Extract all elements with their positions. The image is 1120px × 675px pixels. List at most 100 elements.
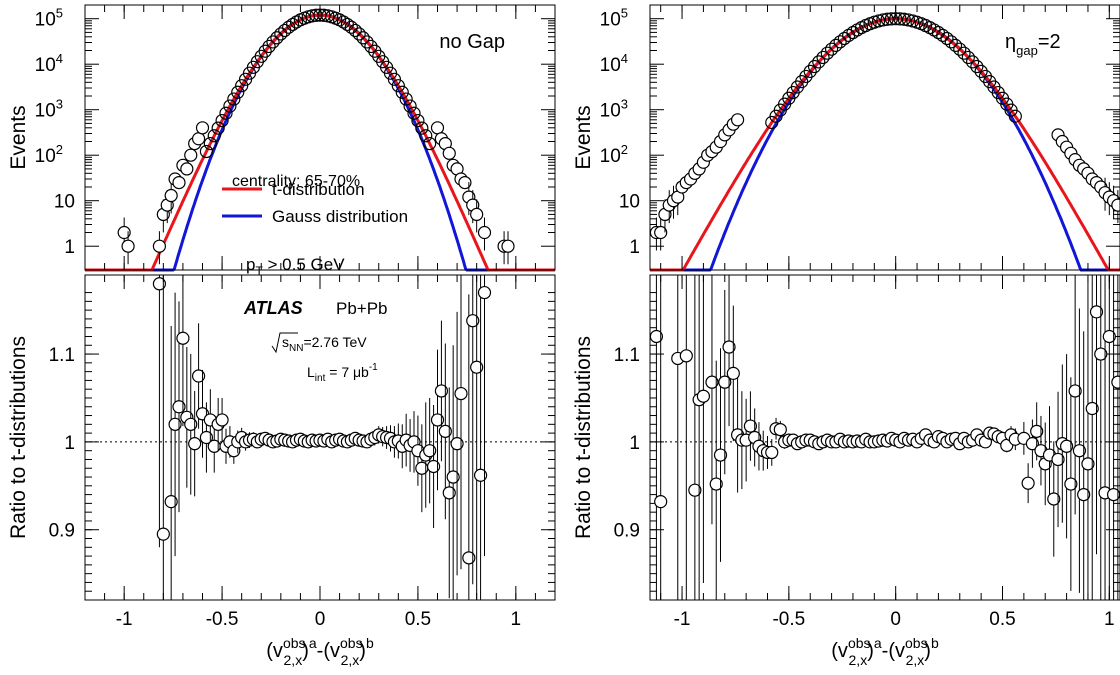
annotation-eta-gap: ηgap=2 [1005, 31, 1061, 58]
left-bottom-data-point [473, 468, 488, 482]
left-top-data-point [285, 17, 300, 32]
left-bottom-data-point [438, 424, 452, 438]
right-bottom-data-point [1085, 401, 1099, 416]
right-bottom-data-point [1025, 437, 1040, 451]
right-top-ytick-label: 102 [600, 142, 628, 167]
left-top-data-point [191, 132, 206, 146]
left-top-data-point [235, 79, 249, 93]
left-top-ytick-label: 105 [35, 6, 63, 31]
left-bottom-xtick-label: 1 [511, 609, 522, 630]
left-bottom-data-point [168, 417, 182, 431]
right-top-data-point [944, 35, 958, 49]
left-top-data-point [274, 27, 288, 41]
right-bottom-data-point [1089, 305, 1104, 319]
right-top-ylabel: Events [572, 105, 595, 169]
left-top-data-point [344, 20, 358, 34]
left-bottom-data-point [199, 430, 214, 445]
right-top-data-point [974, 64, 988, 78]
left-top-data-point [399, 92, 413, 106]
left-top-data-point [270, 31, 284, 45]
left-bottom-panel: 0.9 1 1.1 Ratio to t-distributions (vobs 2,x)… [7, 275, 555, 668]
right-bottom-ytick-label: 1.1 [614, 345, 640, 366]
right-top-data-point [816, 50, 830, 65]
left-bottom-data-point [446, 470, 460, 484]
right-bottom-data-point [1094, 347, 1108, 361]
right-top-ytick-label: 104 [600, 51, 628, 76]
right-bottom-data-point [1047, 492, 1061, 506]
sqrt-sign [271, 332, 298, 354]
left-top-data-point [407, 106, 421, 120]
right-bottom-xtick-label: 1 [1104, 609, 1115, 630]
left-top-data-point [117, 225, 131, 240]
left-top-data-point [403, 99, 417, 113]
left-top-data-point [470, 207, 484, 222]
right-top-frame [649, 4, 1120, 271]
right-bottom-data-point [718, 375, 732, 389]
left-bottom-data-point [454, 386, 468, 401]
left-top-data-point [195, 121, 210, 135]
left-bottom-data-point [176, 331, 190, 345]
right-bottom-data-point [696, 389, 711, 403]
left-bottom-ytick-label: 0.9 [49, 521, 75, 542]
right-top-data-point [893, 12, 907, 26]
legend-label-t: t-distribution [272, 180, 365, 199]
left-bottom-ylabel: Ratio to t-distributions [7, 336, 30, 539]
left-top-data-point [184, 148, 198, 162]
left-bottom-data-point [462, 551, 476, 565]
right-top-data-point [940, 31, 954, 46]
left-top-data-point [411, 113, 425, 128]
right-top-data-point [803, 64, 817, 78]
right-bottom-data-point [1102, 329, 1116, 344]
left-bottom-data-point [434, 384, 449, 398]
right-top-panel: 1 10 102 103 104 105 Events [572, 4, 1120, 272]
left-top-data-point [223, 99, 237, 113]
left-top-data-point [207, 129, 221, 143]
left-bottom-data-point [191, 369, 206, 383]
left-top-data-point [215, 113, 229, 128]
left-bottom-data-point [184, 417, 198, 431]
left-top-data-point [419, 129, 433, 143]
right-top-ytick-label: 10 [619, 192, 640, 213]
right-bottom-ytick-label: 1 [629, 433, 640, 454]
atlas-label: ATLAS [243, 298, 303, 318]
left-top-data-point [180, 162, 194, 176]
right-top-data-point [961, 50, 975, 65]
left-top-ylabel: Events [7, 105, 30, 169]
left-top-data-point [477, 225, 492, 240]
right-top-data-point [948, 38, 963, 52]
left-bottom-data-point [470, 360, 484, 374]
right-bottom-data-point [654, 495, 668, 509]
left-top-data-point [164, 188, 178, 203]
left-top-data-point [266, 35, 280, 49]
right-bottom-data-point [726, 366, 740, 380]
left-top-data-point [121, 239, 135, 253]
left-bottom-data-point [430, 413, 445, 427]
left-bottom-data-point [152, 277, 167, 291]
right-top-data-point [807, 59, 822, 74]
left-bottom-xtick-label: 0.5 [405, 609, 431, 630]
left-bottom-data-point [442, 486, 456, 500]
left-top-data-point [227, 92, 241, 106]
left-bottom-data-point [156, 527, 170, 541]
right-top-data-point [876, 13, 890, 27]
left-top-data-point [360, 35, 374, 49]
right-top-data-point [970, 59, 984, 74]
right-top-data-point [880, 12, 894, 26]
right-bottom-xtick-label: -1 [674, 609, 691, 630]
legend-header: centrality: 65-70% [232, 173, 360, 190]
right-top-data-point [799, 69, 813, 84]
right-bottom-data-point [1059, 439, 1074, 453]
right-bottom-data-point [743, 419, 758, 433]
left-bottom-data-point [188, 437, 202, 451]
right-top-ytick-label: 103 [600, 97, 628, 122]
right-top-data-point [897, 12, 911, 26]
left-bottom-data-point [466, 314, 480, 328]
left-top-data-point [172, 175, 186, 190]
left-top-data-point [352, 27, 366, 41]
right-top-data-point [965, 55, 980, 69]
left-top-data-point [430, 121, 445, 135]
left-top-panel: 1 10 102 103 104 105 Events [7, 4, 555, 272]
right-top-data-point [824, 42, 839, 56]
right-top-data-point [936, 28, 950, 42]
right-top-data-point [884, 12, 899, 26]
